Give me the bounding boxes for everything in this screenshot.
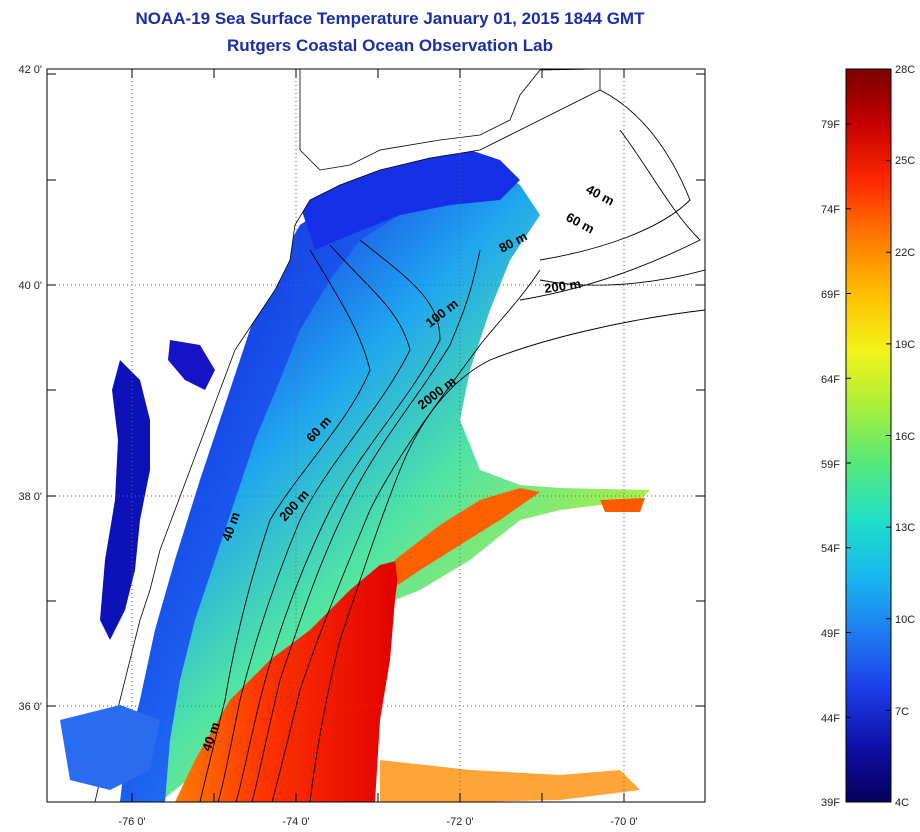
colorbar-c-22: 22C xyxy=(895,247,915,259)
lon-label-74: -74 0' xyxy=(282,816,309,828)
colorbar-c-13: 13C xyxy=(895,522,915,534)
lat-label-38: 38 0' xyxy=(18,491,42,503)
colorbar-c-4: 4C xyxy=(895,797,909,809)
colorbar-c-16: 16C xyxy=(895,431,915,443)
lat-label-36: 36 0' xyxy=(18,701,42,713)
colorbar-c-19: 19C xyxy=(895,339,915,351)
colorbar-f-59: 59F xyxy=(821,459,840,471)
colorbar-f-39: 39F xyxy=(821,797,840,809)
lon-label-76: -76 0' xyxy=(118,816,145,828)
colorbar-c-25: 25C xyxy=(895,155,915,167)
colorbar-c-7: 7C xyxy=(895,706,909,718)
lon-label-70: -70 0' xyxy=(610,816,637,828)
sst-map: 40 m 60 m 80 m 200 m 100 m 2000 m 60 m 2… xyxy=(0,0,920,832)
warm-eddy xyxy=(600,498,645,512)
colorbar-f-44: 44F xyxy=(821,713,840,725)
colorbar-f-74: 74F xyxy=(821,204,840,216)
colorbar-c-28: 28C xyxy=(895,64,915,76)
colorbar-f-54: 54F xyxy=(821,543,840,555)
colorbar-f-64: 64F xyxy=(821,374,840,386)
lat-label-40: 40 0' xyxy=(18,280,42,292)
lon-label-72: -72 0' xyxy=(446,816,473,828)
colorbar-f-79: 79F xyxy=(821,119,840,131)
colorbar-c-10: 10C xyxy=(895,614,915,626)
colorbar-f-69: 69F xyxy=(821,289,840,301)
colorbar-f-49: 49F xyxy=(821,628,840,640)
lat-label-42: 42 0' xyxy=(18,64,42,76)
colorbar xyxy=(846,69,891,802)
